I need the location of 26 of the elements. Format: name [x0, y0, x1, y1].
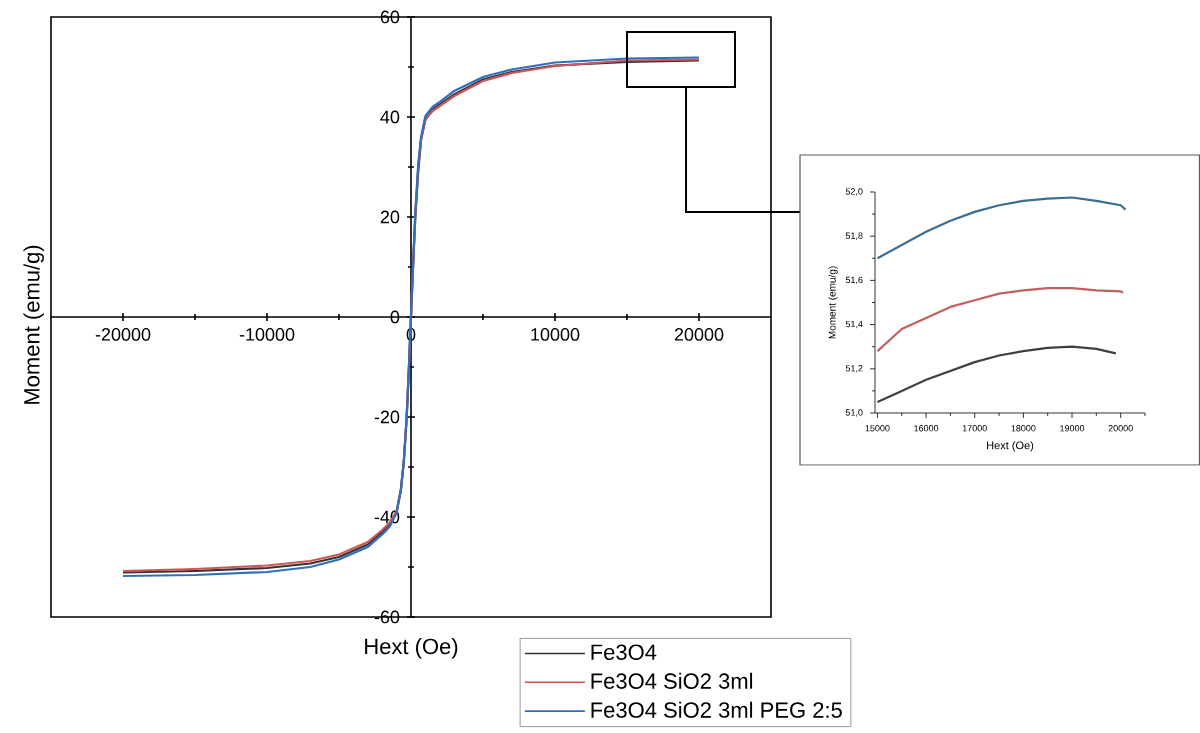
y-tick-label: 51,4: [845, 320, 863, 329]
y-tick-label: 52,0: [845, 188, 863, 196]
legend-label: Fe3O4 SiO2 3ml: [591, 672, 753, 689]
y-axis-title: Moment (emu/g): [828, 266, 838, 339]
legend-label: Fe3O4: [591, 644, 657, 660]
y-axis-title: Moment (emu/g): [23, 245, 44, 404]
y-tick-label: 51,2: [845, 365, 863, 373]
x-tick-label: 10000: [531, 328, 580, 341]
x-tick-label: 17000: [962, 425, 987, 432]
y-tick-label: 40: [380, 110, 400, 124]
x-tick-label: 18000: [1011, 425, 1036, 432]
x-tick-label: 19000: [1060, 425, 1085, 432]
x-tick-label: -20000: [95, 328, 151, 341]
y-tick-label: 51,8: [845, 232, 863, 240]
x-tick-label: 20000: [1108, 425, 1133, 432]
y-tick-label: -20: [374, 410, 400, 424]
x-tick-label: -10000: [239, 328, 295, 341]
x-tick-label: 16000: [914, 425, 939, 432]
x-tick-label: 15000: [865, 425, 890, 432]
x-axis-title: Hext (Oe): [365, 638, 458, 659]
y-tick-label: 51,6: [845, 276, 863, 285]
y-tick-label: 51,0: [845, 409, 863, 417]
x-tick-label: 20000: [674, 328, 724, 341]
y-tick-label: 20: [380, 210, 400, 224]
x-axis-title: Hext (Oe): [987, 441, 1034, 452]
legend-label: Fe3O4 SiO2 3ml PEG 2:5: [591, 701, 842, 718]
